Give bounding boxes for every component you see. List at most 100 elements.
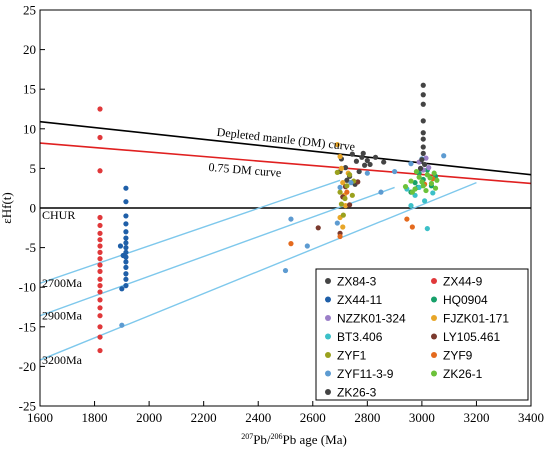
point [342,195,348,202]
point [419,157,425,163]
legend-label: FJZK01-171 [443,311,509,325]
legend-label: LY105.461 [443,330,500,344]
point [97,334,103,340]
point [420,92,426,98]
x-axis-title: 207Pb/206Pb age (Ma) [241,432,347,447]
point [402,184,409,190]
point [427,175,433,181]
point [378,189,384,195]
point [338,201,345,207]
x-tick-label: 2800 [354,410,380,425]
point [342,203,349,209]
point [97,283,103,289]
legend-label: ZX44-11 [337,293,382,307]
y-tick-label: -20 [19,359,36,374]
legend-item-ly105-461: LY105.461 [431,330,500,344]
legend-marker [325,370,331,377]
point [123,259,129,265]
legend-item-zx84-3: ZX84-3 [325,274,377,288]
point [123,199,129,205]
legend-label: ZX44-9 [443,274,483,288]
legend-marker [325,389,331,395]
point [119,322,125,328]
point [123,221,129,227]
series-zx84-3 [337,150,387,187]
legend-label: ZK26-3 [337,385,377,399]
legend-item-zk26-3: ZK26-3 [325,385,377,399]
legend-label: ZYF1 [337,348,367,362]
y-tick-label: -10 [19,280,36,295]
y-tick-label: 5 [30,161,37,176]
point [409,224,415,230]
point [344,177,350,183]
y-tick-label: 25 [23,3,36,18]
point [420,144,426,150]
point [422,161,428,168]
x-tick-label: 3200 [463,410,489,425]
point [423,187,429,194]
point [123,229,129,235]
legend-marker [431,296,437,303]
dm75-curve-label: 0.75 DM curve [208,160,282,180]
point [97,230,103,236]
y-tick-label: -15 [19,319,36,334]
y-tick-label: -5 [25,240,36,255]
point [367,161,373,168]
x-tick-label: 2400 [245,410,271,425]
point [420,118,426,124]
y-axis-title: εHf(t) [0,192,14,223]
point [356,168,362,175]
legend-marker [325,352,331,358]
point [420,150,426,156]
point [97,262,103,268]
point [426,165,432,171]
point [97,268,103,274]
age-2900-label: 2900Ma [42,309,83,323]
x-tick-label: 2200 [191,410,217,425]
point [338,165,345,171]
point [347,202,353,208]
point [334,169,340,175]
line-0-75-dm-curve [40,142,531,185]
x-axis-title-sup2: 206 [271,432,283,441]
point [337,153,343,160]
point [337,189,343,195]
point [340,212,346,218]
legend-item-zyf1: ZYF1 [325,348,367,362]
point [123,271,129,277]
point [97,305,103,311]
x-axis-title-part2: Pb age (Ma) [283,432,347,447]
point [419,179,425,185]
point [123,240,129,246]
legend-marker [325,333,331,340]
point [123,235,129,241]
y-tick-label: 10 [23,121,36,136]
point [97,134,103,141]
line-depleted-mantle-dm-curve [40,120,531,176]
point [97,256,103,262]
point [120,252,126,259]
point [117,243,124,249]
series-zk26-3 [417,82,428,171]
legend-item-fjzk01-171: FJZK01-171 [431,311,509,325]
legend-item-zx44-11: ZX44-11 [325,293,382,307]
y-tick-label: 0 [30,201,37,216]
point [348,180,354,186]
legend-label: HQ0904 [443,293,488,307]
point [97,276,103,282]
point [340,224,346,230]
age-2700-label: 2700Ma [42,276,83,290]
series-bt3-406 [404,184,436,232]
point [123,276,129,282]
legend-item-bt3-406: BT3.406 [325,330,383,344]
x-tick-label: 1800 [82,410,108,425]
point [340,180,346,186]
point [353,158,360,164]
legend-label: BT3.406 [337,330,383,344]
point [360,150,366,156]
series-zyf1 [334,169,357,218]
point [434,177,440,183]
point [123,185,129,191]
legend-label: ZX84-3 [337,274,377,288]
legend-marker [325,278,331,284]
